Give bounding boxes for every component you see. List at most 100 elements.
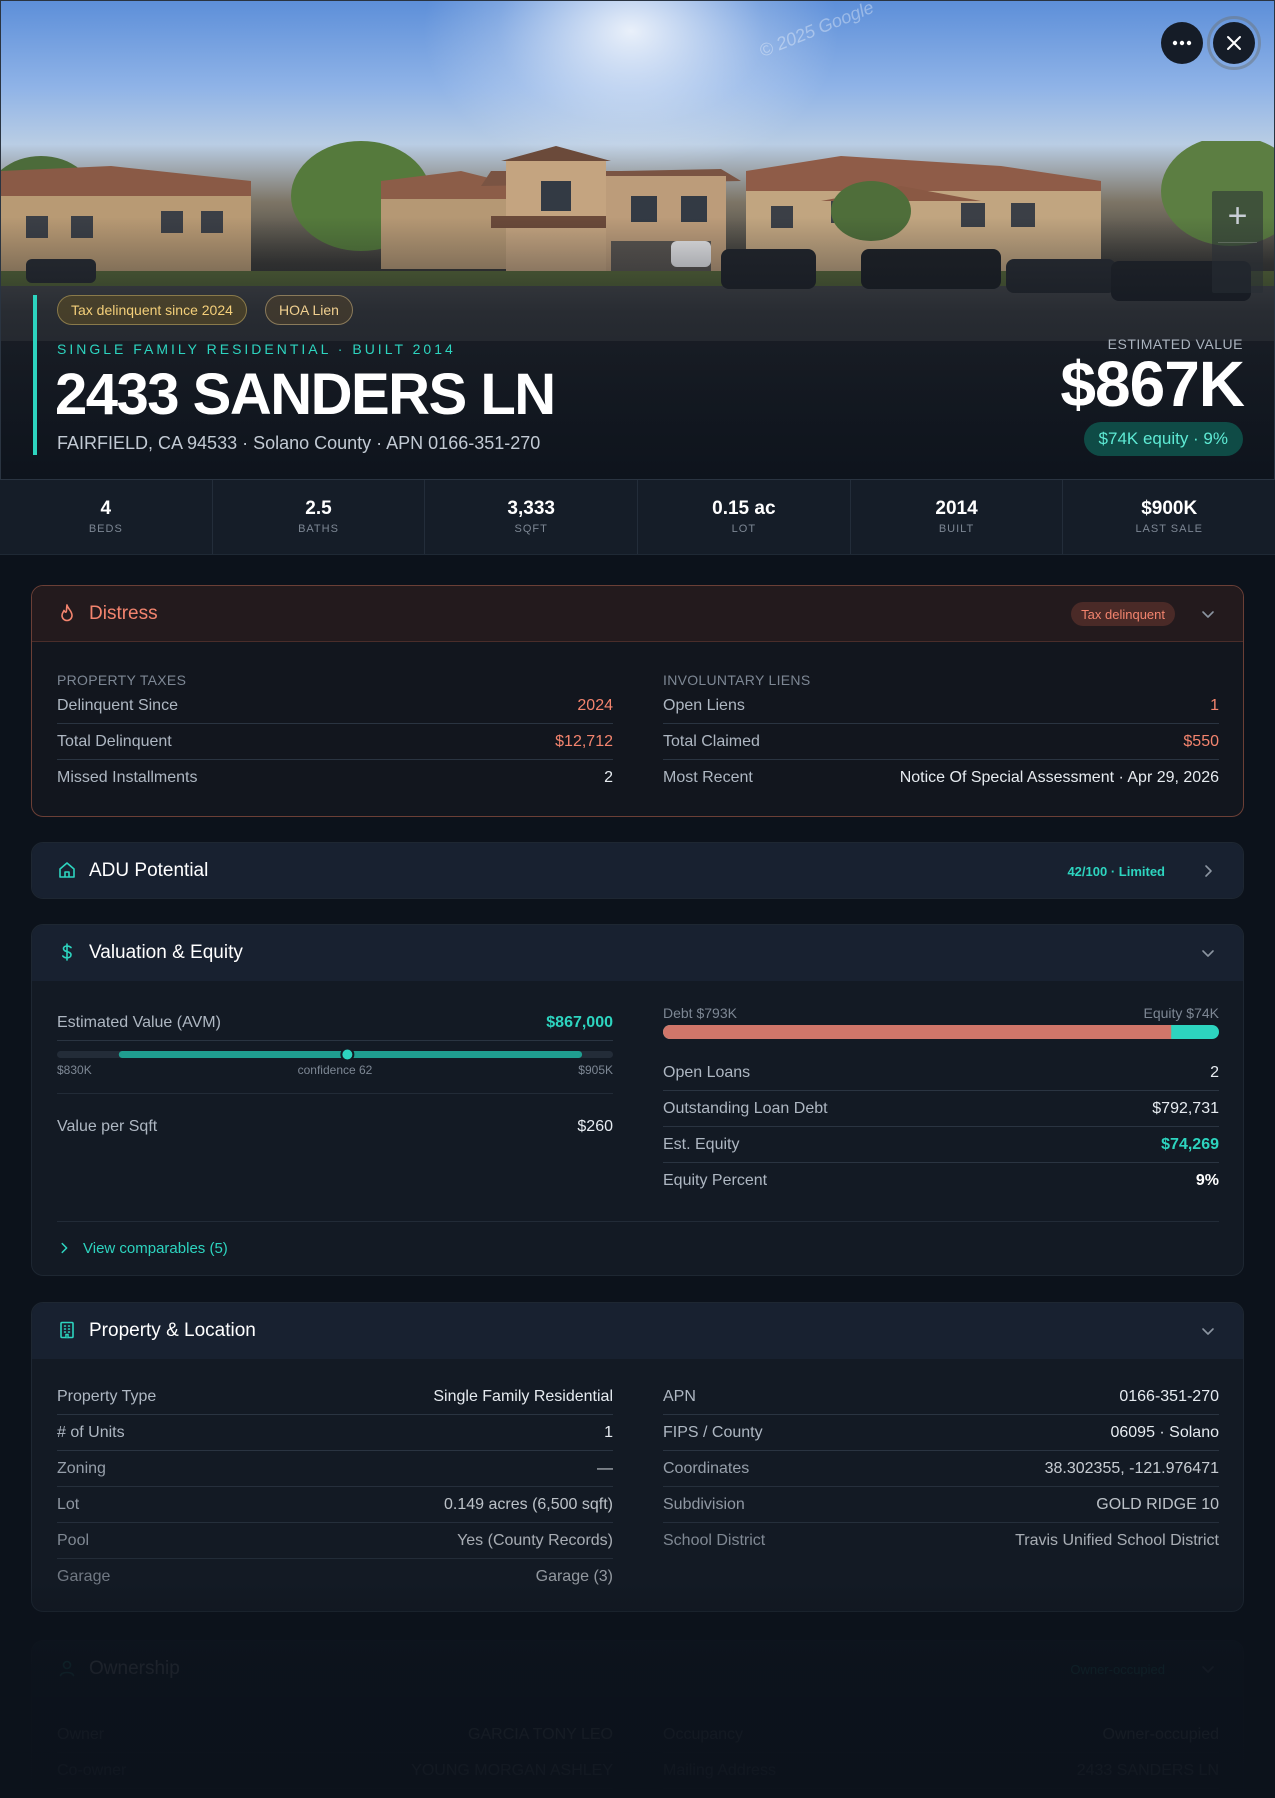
row-value: 1 [604, 1423, 613, 1441]
row-key: Owner [57, 1725, 105, 1743]
property-header[interactable]: Property & Location [32, 1303, 1243, 1359]
stat-value: 2014 [935, 498, 978, 519]
row-value: Yes (County Records) [457, 1531, 613, 1549]
adu-potential-card[interactable]: ADU Potential 42/100 · Limited [31, 842, 1244, 899]
row-value: 2 [1210, 1063, 1219, 1081]
property-stats-bar: 4 BEDS 2.5 BATHS 3,333 SQFT 0.15 ac LOT 2014… [0, 480, 1275, 555]
chevron-down-icon[interactable] [1200, 1661, 1216, 1677]
row-value: Single Family Residential [433, 1387, 613, 1405]
row-key: Property Type [57, 1387, 157, 1405]
row-key: Most Recent [663, 769, 753, 786]
chevron-right-icon[interactable] [1200, 863, 1216, 879]
row-value: 0.149 acres (6,500 sqft) [444, 1495, 613, 1513]
row-value: $12,712 [555, 732, 613, 750]
lien-row-open-liens: Open Liens 1 [663, 688, 1219, 724]
debt-label: Debt $793K [663, 1005, 737, 1021]
row-key: Total Delinquent [57, 732, 172, 750]
valuation-header[interactable]: Valuation & Equity [32, 925, 1243, 981]
stat-value: 2.5 [305, 498, 332, 519]
value-per-sqft-row: Value per Sqft $260 [57, 1109, 613, 1145]
chevron-right-icon [61, 1242, 68, 1254]
row-value: YOUNG MORGAN ASHLEY [411, 1761, 613, 1779]
avm-row: Estimated Value (AVM) $867,000 [57, 1005, 613, 1041]
row-key: Pool [57, 1531, 90, 1549]
row-value: Garage (3) [535, 1568, 613, 1585]
view-comparables-link[interactable]: View comparables (5) [57, 1237, 228, 1259]
stat-baths: 2.5 BATHS [213, 480, 426, 554]
row-value: 2 [604, 769, 613, 786]
distress-card: Distress Tax delinquent PROPERTY TAXES D… [31, 585, 1244, 817]
distress-badge: Tax delinquent [1071, 602, 1175, 626]
stat-label: BUILT [938, 523, 975, 535]
row-key: FIPS / County [663, 1423, 763, 1441]
row-key: Est. Equity [663, 1135, 740, 1153]
street-view-zoom-control: + [1212, 191, 1263, 293]
close-button[interactable] [1207, 16, 1261, 70]
row-value: 06095 · Solano [1110, 1423, 1219, 1441]
lien-row-total-claimed: Total Claimed $550 [663, 724, 1219, 760]
equity-pill: $74K equity · 9% [1083, 422, 1243, 456]
row-value: $74,269 [1161, 1135, 1219, 1153]
distress-header[interactable]: Distress Tax delinquent [32, 586, 1243, 642]
row-key: Coordinates [663, 1459, 750, 1477]
adu-header[interactable]: ADU Potential 42/100 · Limited [32, 843, 1243, 898]
street-view-photo[interactable]: © 2025 Google + Tax delinquent since 202… [0, 0, 1275, 480]
row-key: Lot [57, 1495, 80, 1513]
building-icon [60, 1321, 74, 1339]
lot-row: Lot 0.149 acres (6,500 sqft) [57, 1487, 613, 1523]
row-key: Zoning [57, 1459, 106, 1477]
title-accent-bar [33, 295, 37, 455]
stat-built: 2014 BUILT [851, 480, 1064, 554]
chevron-down-icon[interactable] [1200, 945, 1216, 961]
apn-row: APN 0166-351-270 [663, 1379, 1219, 1415]
chevron-down-icon[interactable] [1200, 1323, 1216, 1339]
row-value: 1 [1210, 696, 1219, 714]
ownership-header[interactable]: Ownership Owner-occupied [32, 1641, 1243, 1697]
distress-title: Distress [89, 603, 158, 624]
fips-row: FIPS / County 06095 · Solano [663, 1415, 1219, 1451]
divider [57, 1093, 613, 1094]
flame-icon [61, 604, 73, 622]
row-value: — [597, 1459, 613, 1477]
school-district-row: School District Travis Unified School Dis… [663, 1523, 1219, 1559]
row-key: Garage [57, 1568, 111, 1585]
confidence-label: confidence 62 [297, 1063, 373, 1077]
row-value: 38.302355, -121.976471 [1044, 1459, 1219, 1477]
dollar-icon [62, 943, 72, 961]
property-title: Property & Location [89, 1320, 256, 1341]
row-key: Missed Installments [57, 769, 198, 786]
row-key: Delinquent Since [57, 696, 178, 714]
stat-beds: 4 BEDS [0, 480, 213, 554]
debt-equity-bar [663, 1025, 1219, 1039]
zoning-row: Zoning — [57, 1451, 613, 1487]
more-horizontal-icon [1172, 40, 1192, 46]
adu-score: 42/100 · Limited [1067, 863, 1165, 879]
estimated-value-label: ESTIMATED VALUE [1107, 336, 1243, 352]
tax-row-total-delinquent: Total Delinquent $12,712 [57, 724, 613, 760]
avm-value: $867,000 [546, 1013, 613, 1031]
ownership-card: Ownership Owner-occupied Owner GARCIA TON… [31, 1640, 1244, 1798]
chevron-down-icon[interactable] [1200, 606, 1216, 622]
row-key: Open Loans [663, 1063, 751, 1081]
stat-label: LAST SALE [1135, 523, 1203, 535]
valuation-title: Valuation & Equity [89, 942, 243, 963]
row-key: Estimated Value (AVM) [57, 1013, 221, 1031]
valuation-equity-card: Valuation & Equity Estimated Value (AVM)… [31, 924, 1244, 1276]
row-value: $260 [577, 1118, 613, 1135]
property-taxes-label: PROPERTY TAXES [57, 672, 187, 688]
row-key: Mailing Address [663, 1761, 776, 1779]
stat-last-sale: $900K LAST SALE [1063, 480, 1275, 554]
row-value: GARCIA TONY LEO [468, 1725, 613, 1743]
row-value: $792,731 [1152, 1099, 1219, 1117]
tax-row-delinquent-since: Delinquent Since 2024 [57, 688, 613, 724]
co-owner-row: Co-owner YOUNG MORGAN ASHLEY [57, 1753, 613, 1789]
stat-label: LOT [731, 523, 757, 535]
mailing-address-row: Mailing Address 2433 SANDERS LN [663, 1753, 1219, 1789]
address-details: FAIRFIELD, CA 94533 · Solano County · AP… [57, 433, 541, 453]
more-options-button[interactable] [1161, 22, 1203, 64]
stat-label: BEDS [88, 523, 123, 535]
zoom-in-button[interactable]: + [1227, 197, 1248, 235]
property-address: 2433 SANDERS LN [55, 362, 556, 427]
property-location-card: Property & Location Property Type Single … [31, 1302, 1244, 1612]
equity-label: Equity $74K [1143, 1005, 1220, 1021]
